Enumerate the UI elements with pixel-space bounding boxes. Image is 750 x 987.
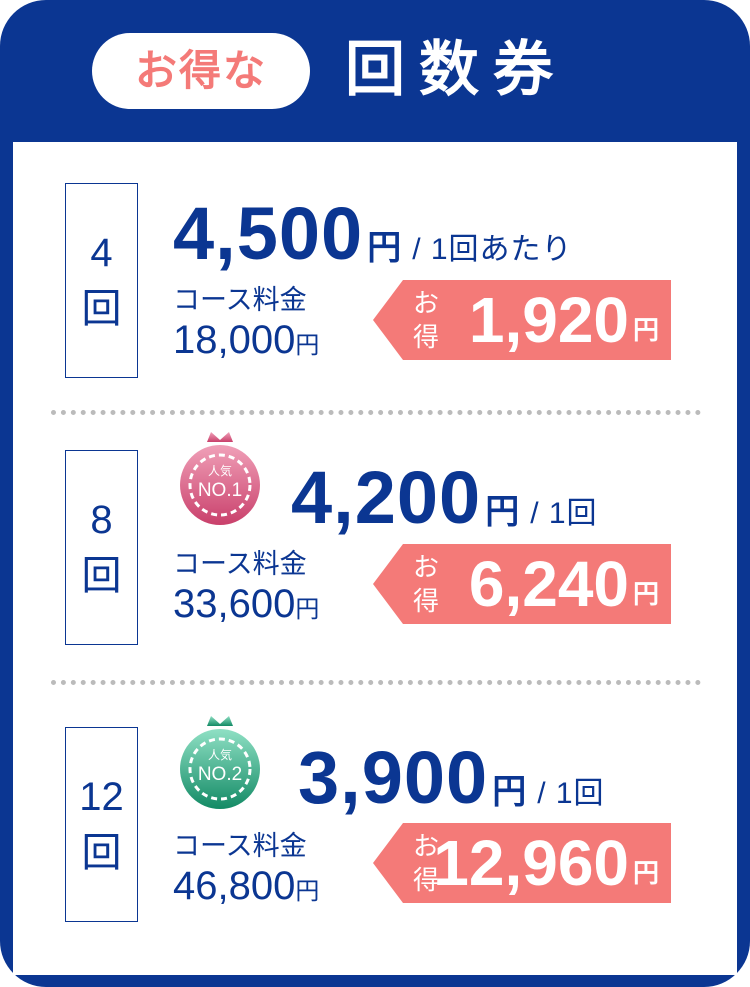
rank-2-laurel-icon: 人気 NO.2 <box>180 716 260 809</box>
savings-label: お得 <box>412 552 439 616</box>
divider <box>51 410 701 415</box>
svg-text:NO.2: NO.2 <box>198 764 242 785</box>
course-label: コース料金 <box>173 285 307 315</box>
divider <box>51 680 701 685</box>
otoku-badge: お得な <box>92 33 310 109</box>
count-unit: 回 <box>81 286 122 331</box>
svg-text:人気: 人気 <box>208 747 232 762</box>
savings-tag: お得 6,240 円 <box>373 544 671 624</box>
unit-price: 4,200 円/ 1回 <box>291 456 598 539</box>
svg-text:NO.1: NO.1 <box>198 480 242 501</box>
count-number: 4 <box>90 230 113 275</box>
savings-tag: お得 1,920 円 <box>373 280 671 360</box>
course-total: 18,000円 <box>173 318 320 362</box>
count-unit: 回 <box>81 553 122 598</box>
course-total: 33,600円 <box>173 582 320 626</box>
course-label: コース料金 <box>173 831 307 861</box>
rank-1-laurel-icon: 人気 NO.1 <box>180 432 260 525</box>
savings-label: お得 <box>412 288 439 352</box>
count-unit: 回 <box>81 830 122 875</box>
course-label: コース料金 <box>173 549 307 579</box>
savings-label: お得 <box>412 831 439 895</box>
count-number: 12 <box>79 774 124 819</box>
unit-price: 4,500 円/ 1回あたり <box>173 192 573 275</box>
page-title: 回数券 <box>345 36 567 103</box>
svg-text:人気: 人気 <box>208 463 232 478</box>
course-total: 46,800円 <box>173 864 320 908</box>
count-box: 12 回 <box>65 727 138 922</box>
plan-row-12: 12 回 人気 NO.2 3,900 円/ 1回 コース料金 46,800円 お得 1… <box>13 680 737 975</box>
savings-amount: 1,920 <box>468 284 629 356</box>
savings-amount: 6,240 <box>468 548 629 620</box>
unit-price: 3,900 円/ 1回 <box>298 736 605 819</box>
savings-tag: お得 12,960 円 <box>373 823 671 903</box>
savings-amount: 12,960 <box>433 827 629 899</box>
count-number: 8 <box>90 497 113 542</box>
